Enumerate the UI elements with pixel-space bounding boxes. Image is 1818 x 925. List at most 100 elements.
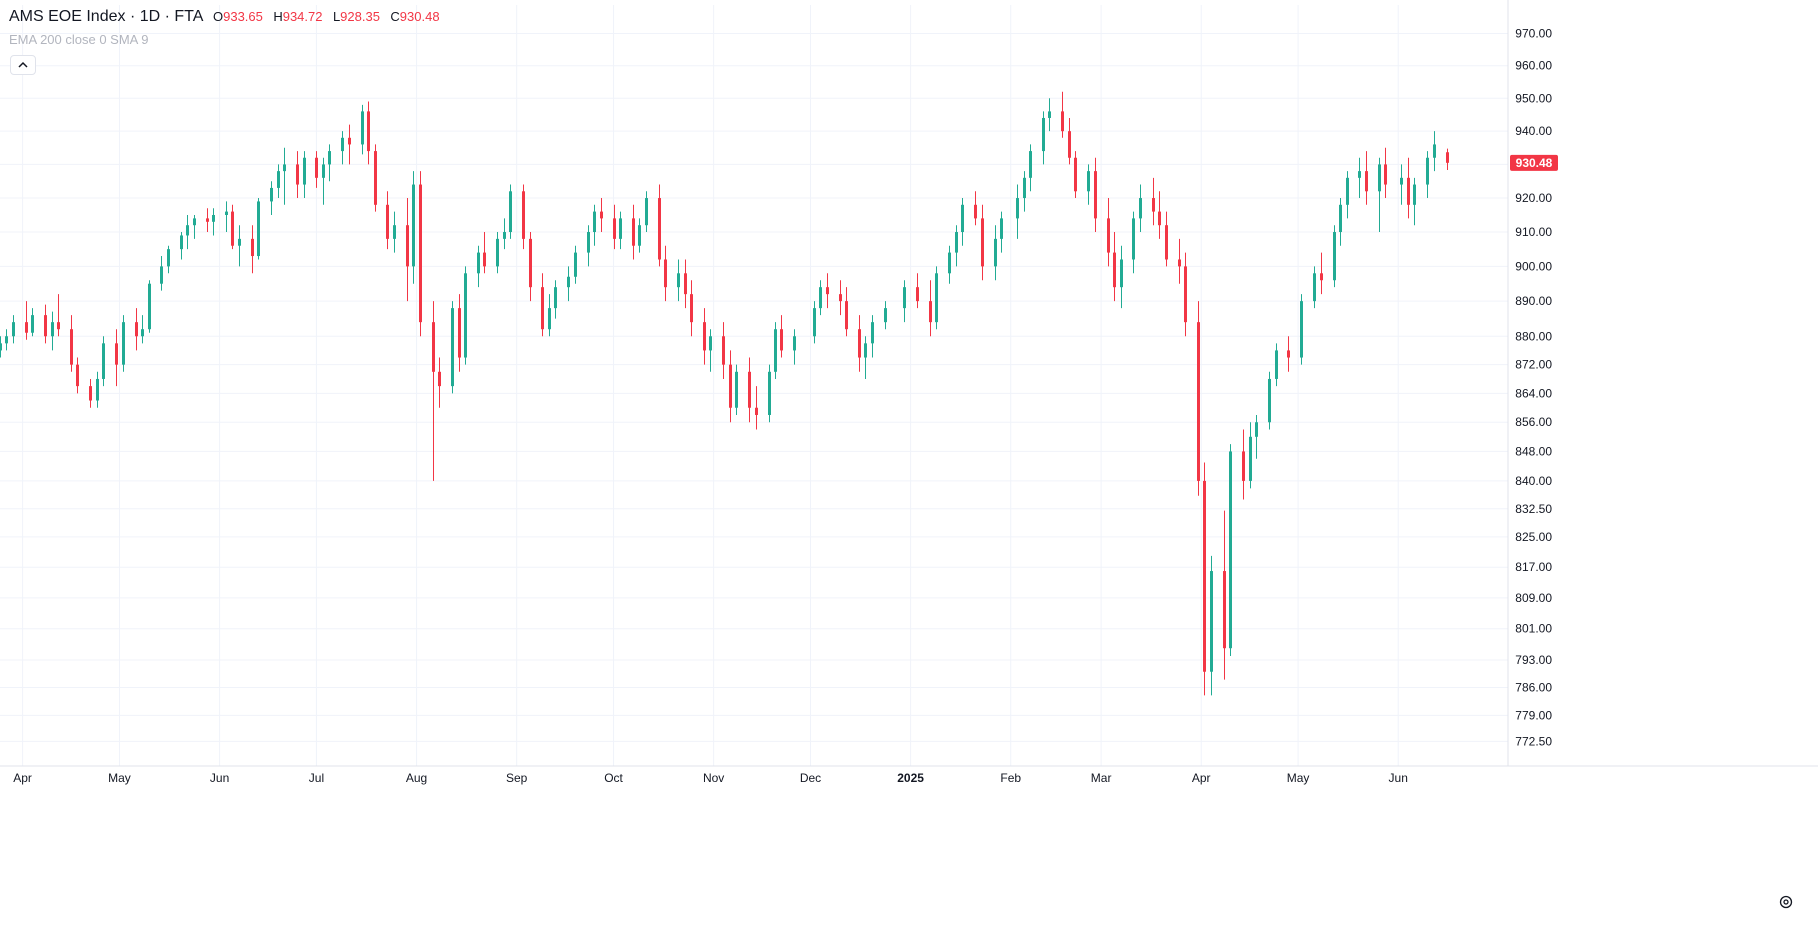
collapse-legend-button[interactable] — [10, 55, 36, 75]
y-tick-label: 793.00 — [1515, 653, 1552, 667]
candle — [684, 259, 687, 309]
candle — [1107, 198, 1110, 267]
candle-body — [1384, 164, 1387, 185]
candle — [270, 181, 273, 215]
y-tick-label: 940.00 — [1515, 124, 1552, 138]
candle — [51, 311, 54, 351]
candle — [1378, 157, 1381, 233]
candle-body — [1268, 378, 1271, 423]
candle — [884, 301, 887, 330]
candle — [722, 322, 725, 379]
candle-body — [1249, 436, 1252, 481]
candle-body — [5, 336, 8, 344]
candle-body — [141, 329, 144, 337]
candle-body — [135, 322, 138, 337]
candle-body — [935, 273, 938, 323]
open-value: 933.65 — [223, 9, 263, 24]
candle — [1203, 462, 1206, 696]
candle-body — [554, 287, 557, 309]
x-tick-label: Jul — [309, 771, 324, 785]
symbol-title[interactable]: AMS EOE Index · 1D · FTA — [9, 8, 203, 25]
candle — [1384, 147, 1387, 199]
candle-body — [1165, 225, 1168, 260]
y-tick-label: 960.00 — [1515, 59, 1552, 73]
candle — [1158, 191, 1161, 239]
indicators-list[interactable]: EMA 200 close 0 SMA 9 — [9, 32, 149, 47]
candle — [1358, 157, 1361, 199]
candle — [503, 218, 506, 250]
candle — [206, 208, 209, 233]
candle-body — [735, 371, 738, 408]
candle-body — [25, 322, 28, 333]
candle — [1048, 98, 1051, 132]
candle-body — [1197, 322, 1200, 481]
candle-body — [148, 283, 151, 330]
chart-legend: AMS EOE Index · 1D · FTA O933.65 H934.72… — [9, 8, 440, 26]
x-tick-label: 2025 — [897, 771, 924, 785]
candle-body — [1365, 171, 1368, 192]
candle — [328, 144, 331, 182]
y-tick-label: 920.00 — [1515, 191, 1552, 205]
candle — [613, 204, 616, 250]
candle — [1320, 252, 1323, 295]
candle-body — [619, 218, 622, 239]
candle — [1023, 171, 1026, 212]
low-label: L — [332, 9, 341, 24]
candle — [277, 164, 280, 199]
candle — [477, 245, 480, 288]
candle-body — [70, 329, 73, 365]
candle-body — [1029, 151, 1032, 178]
candle-body — [548, 308, 551, 330]
candle — [251, 225, 254, 274]
candle — [303, 151, 306, 199]
candle — [935, 266, 938, 330]
candle-body — [102, 343, 105, 379]
candle-body — [884, 308, 887, 323]
candle-body — [1413, 184, 1416, 205]
candle-body — [845, 301, 848, 330]
candle-body — [1407, 177, 1410, 205]
candle-body — [638, 225, 641, 246]
candle — [70, 315, 73, 372]
candle-body — [871, 322, 874, 344]
candle-body — [180, 235, 183, 250]
y-tick-label: 880.00 — [1515, 329, 1552, 343]
candle-body — [386, 204, 389, 239]
candle — [1268, 371, 1271, 430]
candle-body — [206, 218, 209, 222]
time-axis[interactable]: Apr May Jun Jul Aug Sep Oct Nov Dec 2025 Feb Mar Apr… — [13, 771, 1408, 785]
candle — [102, 336, 105, 387]
candle — [819, 280, 822, 316]
candle-body — [1152, 198, 1155, 212]
candle — [587, 225, 590, 267]
chart-settings-button[interactable] — [1774, 890, 1798, 914]
candle — [57, 294, 60, 337]
candle-body — [509, 191, 512, 233]
candle-body — [664, 259, 667, 288]
price-axis[interactable]: 970.00960.00950.00940.00930.00920.00910.… — [1515, 26, 1552, 748]
candle-body — [251, 238, 254, 257]
y-tick-label: 950.00 — [1515, 91, 1552, 105]
candle — [141, 315, 144, 344]
candle-body — [477, 252, 480, 274]
candle-body — [839, 294, 842, 302]
candle-body — [432, 322, 435, 372]
candle-body — [1042, 117, 1045, 152]
candle — [374, 144, 377, 212]
candle — [5, 329, 8, 351]
x-tick-label: Sep — [506, 771, 528, 785]
candle-body — [1358, 171, 1361, 178]
candle — [1446, 148, 1449, 170]
candle-body — [961, 204, 964, 233]
candle — [974, 191, 977, 226]
x-tick-label: Aug — [406, 771, 427, 785]
candle-body — [231, 211, 234, 246]
candle — [529, 232, 532, 302]
y-tick-label: 848.00 — [1515, 444, 1552, 458]
candle — [509, 184, 512, 239]
candle-body — [1120, 259, 1123, 288]
candle — [238, 225, 241, 267]
candle — [212, 208, 215, 236]
y-tick-label: 900.00 — [1515, 259, 1552, 273]
